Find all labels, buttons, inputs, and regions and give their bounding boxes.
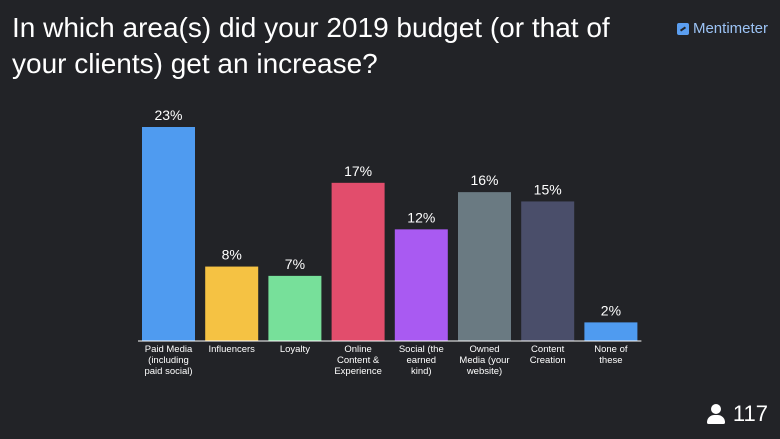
category-label-line: Loyalty	[280, 344, 310, 355]
category-label-line: Creation	[530, 355, 566, 366]
category-label-line: Content &	[337, 355, 380, 366]
brand-logo: Mentimeter	[676, 20, 768, 37]
category-label-line: Online	[344, 344, 371, 355]
bar-5	[458, 192, 511, 341]
bar-3	[331, 182, 385, 341]
bar-value-label-6: 15%	[534, 181, 562, 197]
category-label-line: these	[599, 355, 622, 366]
category-label-7: None of these	[594, 344, 628, 366]
category-label-line: website)	[466, 366, 502, 377]
category-label-line: (including	[148, 355, 189, 366]
participant-counter: 117	[706, 401, 768, 427]
category-label-line: Owned	[469, 344, 499, 355]
category-label-line: Experience	[334, 366, 382, 377]
participant-count: 117	[732, 401, 768, 426]
bar-value-label-0: 23%	[154, 107, 182, 123]
bar-value-label-3: 17%	[344, 163, 372, 179]
mentimeter-logo-icon	[676, 22, 689, 35]
category-label-3: Online Content & Experience	[334, 344, 382, 377]
category-label-line: Influencers	[208, 344, 255, 355]
category-label-line: Paid Media	[145, 344, 193, 355]
category-label-0: Paid Media (including paid social)	[144, 344, 193, 377]
bar-value-label-7: 2%	[601, 302, 621, 318]
bar-7	[584, 322, 638, 341]
bar-6	[521, 201, 575, 341]
category-label-line: kind)	[411, 366, 432, 377]
category-label-line: Content	[531, 344, 565, 355]
question-title: In which area(s) did your 2019 budget (o…	[12, 12, 610, 79]
category-label-5: Owned Media (your website)	[459, 344, 509, 377]
category-label-2: Loyalty	[280, 344, 310, 355]
brand-name: Mentimeter	[692, 20, 768, 37]
bar-value-label-2: 7%	[285, 256, 305, 272]
bar-2	[268, 275, 322, 341]
category-label-1: Influencers	[208, 344, 255, 355]
category-label-line: earned	[407, 355, 437, 366]
category-label-6: Content Creation	[530, 344, 566, 366]
category-label-line: None of	[594, 344, 628, 355]
bar-0	[142, 127, 195, 341]
bar-4	[394, 229, 448, 341]
bar-value-label-1: 8%	[222, 247, 242, 263]
category-label-line: Social (the	[399, 344, 444, 355]
user-icon	[706, 404, 725, 424]
category-label-line: paid social)	[144, 366, 192, 377]
category-label-4: Social (the earned kind)	[399, 344, 444, 377]
bar-value-label-5: 16%	[470, 172, 498, 188]
category-label-line: Media (your	[459, 355, 509, 366]
bar-value-label-4: 12%	[407, 209, 435, 225]
bar-1	[205, 266, 259, 341]
